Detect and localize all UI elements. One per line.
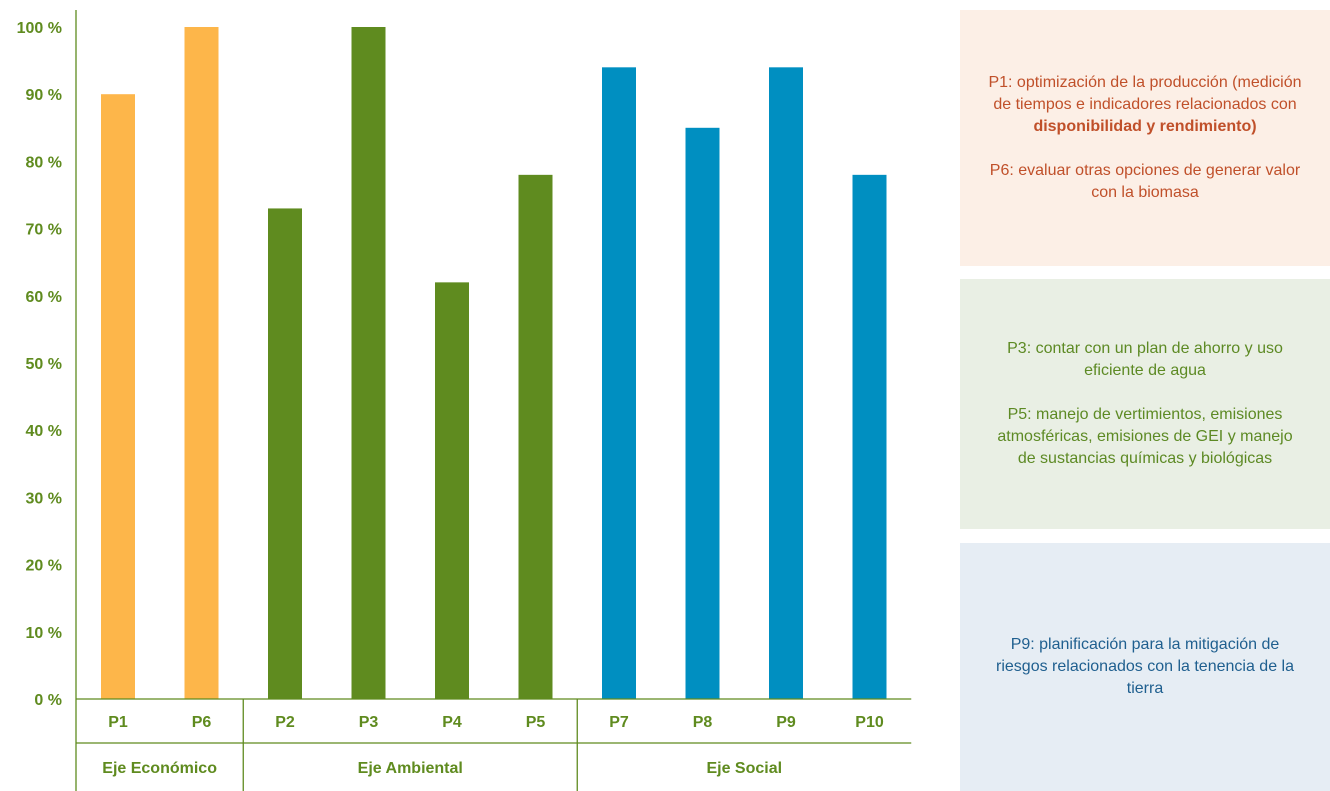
bar-p5 — [518, 174, 553, 700]
x-axis-labels: P1 P6 P2 P3 P4 P5 P7 P8 P9 P10 — [108, 714, 884, 731]
bar-p4 — [435, 282, 469, 699]
note-p1-text: P1: optimización de la producción (medic… — [988, 74, 1302, 113]
x-tick-label: P6 — [192, 714, 212, 731]
x-tick-label: P3 — [359, 714, 379, 731]
y-tick-label: 10 % — [26, 625, 62, 642]
x-tick-label: P9 — [776, 714, 796, 731]
group-labels: Eje Económico Eje Ambiental Eje Social — [102, 760, 782, 777]
axes — [75, 10, 912, 791]
y-tick-label: 70 % — [26, 222, 62, 239]
bar-p8 — [685, 127, 720, 700]
y-tick-label: 30 % — [26, 490, 62, 507]
y-tick-label: 100 % — [17, 20, 62, 37]
x-tick-label: P8 — [693, 714, 713, 731]
y-tick-label: 50 % — [26, 356, 62, 373]
note-p1: P1: optimización de la producción (medic… — [988, 72, 1302, 138]
bar-p10 — [852, 174, 887, 700]
y-tick-label: 20 % — [26, 558, 62, 575]
group-label: Eje Social — [706, 760, 782, 777]
note-economico: P1: optimización de la producción (medic… — [960, 10, 1330, 266]
note-p9: P9: planificación para la mitigación de … — [996, 636, 1294, 697]
y-tick-label: 90 % — [26, 87, 62, 104]
y-tick-label: 60 % — [26, 289, 62, 306]
bar-p2 — [268, 208, 302, 699]
bar-p3 — [351, 27, 386, 699]
note-p3: P3: contar con un plan de ahorro y uso e… — [1007, 340, 1283, 379]
group-label: Eje Económico — [102, 760, 217, 777]
x-tick-label: P1 — [108, 714, 128, 731]
note-p1-bold: disponibilidad y rendimiento) — [1033, 118, 1257, 135]
note-p5: P5: manejo de vertimientos, emisiones at… — [997, 406, 1293, 467]
group-label: Eje Ambiental — [358, 760, 463, 777]
x-tick-label: P10 — [855, 714, 884, 731]
bars — [101, 27, 887, 700]
x-tick-label: P2 — [275, 714, 295, 731]
y-tick-label: 0 % — [34, 692, 62, 709]
bar-p9 — [769, 67, 803, 699]
note-p6: P6: evaluar otras opciones de generar va… — [989, 162, 1301, 201]
x-tick-label: P7 — [609, 714, 629, 731]
x-tick-label: P4 — [442, 714, 462, 731]
bar-p7 — [602, 67, 636, 699]
bar-p6 — [184, 27, 219, 699]
y-axis-ticks: 0 % 10 % 20 % 30 % 40 % 50 % 60 % 70 % 80 % 90 % 1… — [17, 20, 62, 709]
note-ambiental: P3: contar con un plan de ahorro y uso e… — [960, 279, 1330, 529]
x-tick-label: P5 — [526, 714, 546, 731]
note-social: P9: planificación para la mitigación de … — [960, 543, 1330, 791]
bar-chart: 0 % 10 % 20 % 30 % 40 % 50 % 60 % 70 % 80 % 90 % 1… — [17, 10, 912, 791]
y-tick-label: 80 % — [26, 154, 62, 171]
bar-p1 — [101, 94, 135, 699]
y-tick-label: 40 % — [26, 423, 62, 440]
